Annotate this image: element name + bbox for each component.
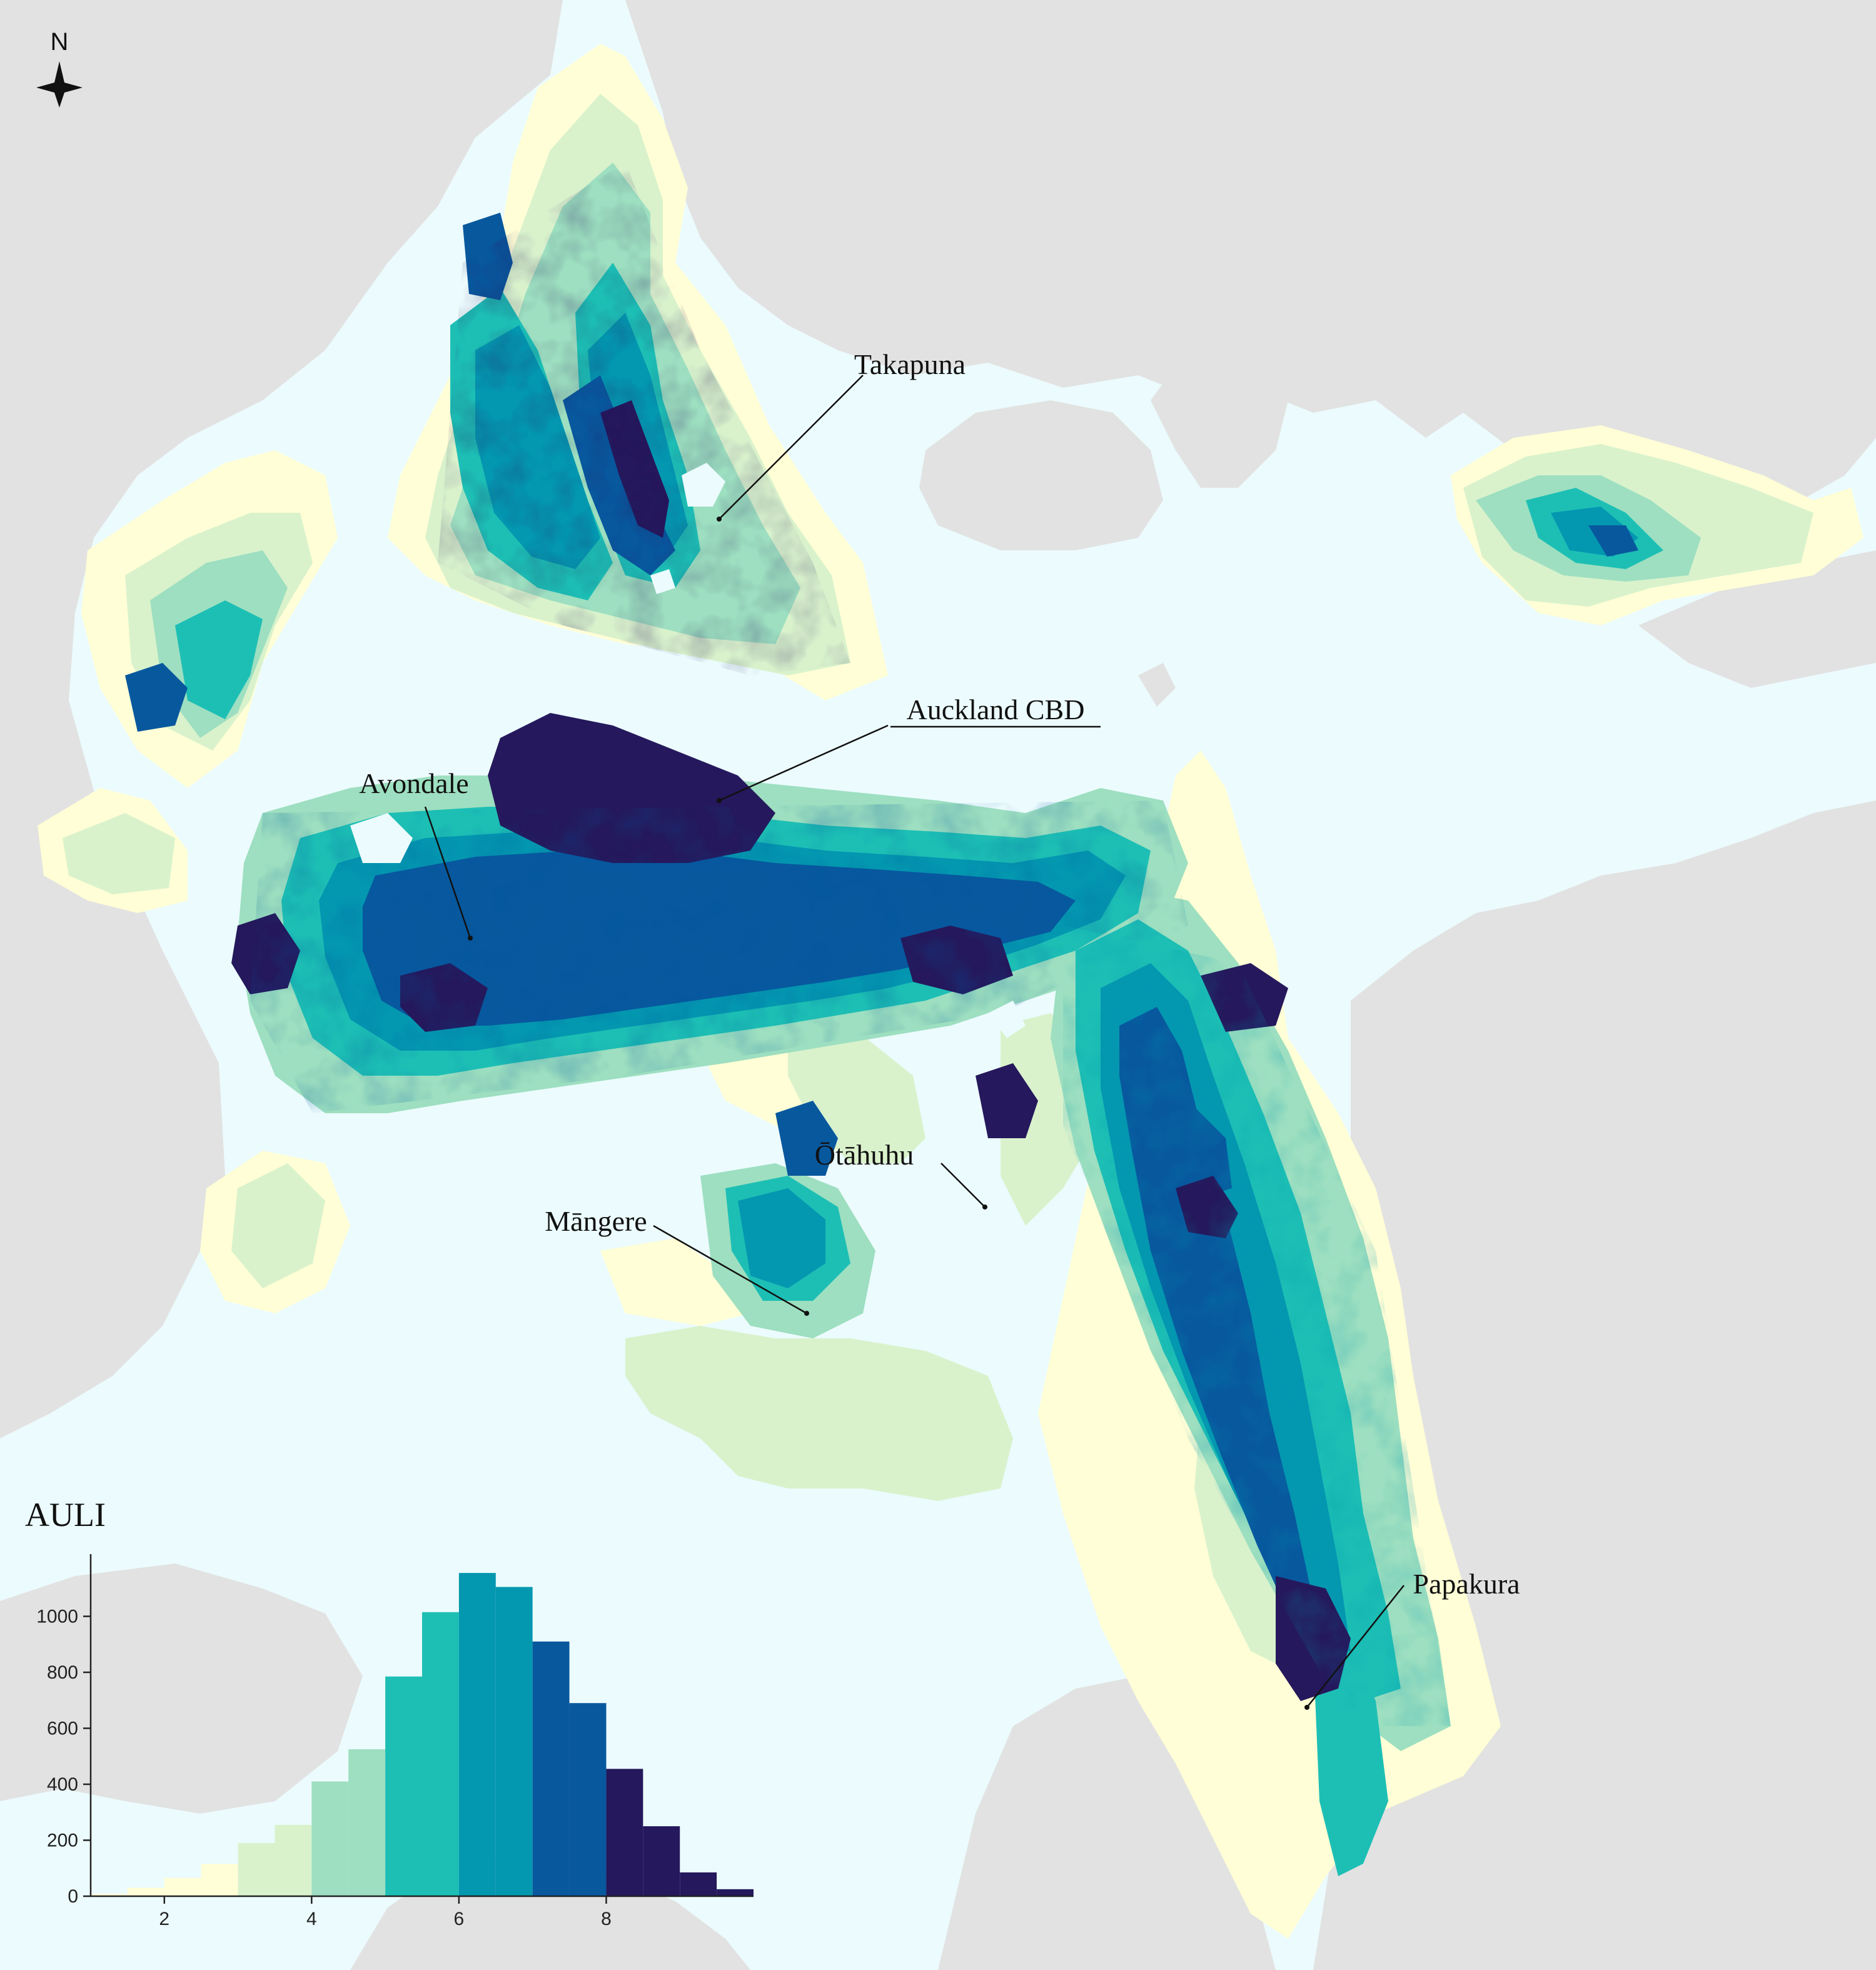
y-tick-label-5: 1000 [36,1607,78,1627]
histogram-bar-14 [606,1769,643,1896]
place-takapuna: Takapuna [717,348,966,522]
x-tick-label-3: 8 [601,1909,612,1929]
legend-title: AULI [25,1496,106,1533]
compass-star-icon [36,61,83,108]
histogram-bar-3 [201,1864,238,1896]
y-tick-label-0: 0 [68,1886,78,1907]
histogram-bar-0 [91,1894,128,1896]
place-label-mangere: Māngere [545,1205,647,1237]
auli-histogram-legend: AULI 0 200 400 600 800 1000 2 4 6 8 [25,1496,754,1929]
choropleth-texture [250,163,1451,1726]
place-papakura: Papakura [1304,1568,1520,1710]
x-tick-label-1: 4 [306,1909,317,1929]
x-tick-label-2: 6 [454,1909,465,1929]
histogram-bar-15 [643,1826,680,1896]
histogram-bar-7 [348,1749,386,1896]
place-otahuhu: Ōtāhuhu [815,1139,987,1210]
histogram-bars [91,1573,754,1896]
histogram-bar-5 [275,1824,312,1896]
y-tick-label-2: 400 [47,1774,78,1795]
place-label-papakura: Papakura [1413,1568,1520,1600]
histogram-bar-6 [311,1781,349,1896]
place-label-takapuna: Takapuna [854,348,966,380]
histogram-bar-16 [680,1872,717,1896]
histogram-axes: 0 200 400 600 800 1000 2 4 6 8 [36,1554,754,1929]
rangitoto-island [919,400,1163,550]
place-auckland-cbd: Auckland CBD [717,694,1101,803]
y-tick-label-1: 200 [47,1831,78,1851]
histogram-bar-1 [127,1887,164,1896]
place-label-otahuhu: Ōtāhuhu [815,1139,914,1171]
x-tick-label-0: 2 [159,1909,169,1929]
northeast-land [625,0,1876,500]
northeast-islet [1294,163,1351,250]
y-tick-label-4: 800 [47,1662,78,1683]
small-islet-1 [1138,663,1176,707]
place-labels: Takapuna Auckland CBD Avondale Ōtāhuhu M… [359,348,1520,1710]
histogram-bar-17 [717,1889,754,1896]
histogram-bar-4 [238,1842,275,1896]
histogram-bar-10 [458,1573,496,1896]
histogram-bar-12 [532,1641,570,1896]
auli-choropleth [38,44,1863,1939]
y-tick-label-3: 600 [47,1719,78,1739]
place-avondale: Avondale [359,767,473,941]
histogram-bar-13 [569,1703,607,1896]
histogram-bar-9 [422,1612,459,1896]
motutapu-island [1151,269,1288,488]
waiheke-east-land [1638,550,1876,688]
north-arrow: N [36,28,83,108]
place-label-auckland-cbd: Auckland CBD [907,694,1085,725]
histogram-bar-8 [385,1676,422,1896]
west-coast-land [0,0,563,1438]
place-label-avondale: Avondale [359,767,468,799]
place-mangere: Māngere [545,1205,809,1316]
histogram-bar-2 [164,1877,201,1896]
north-arrow-label: N [51,28,69,56]
histogram-bar-11 [495,1587,533,1896]
